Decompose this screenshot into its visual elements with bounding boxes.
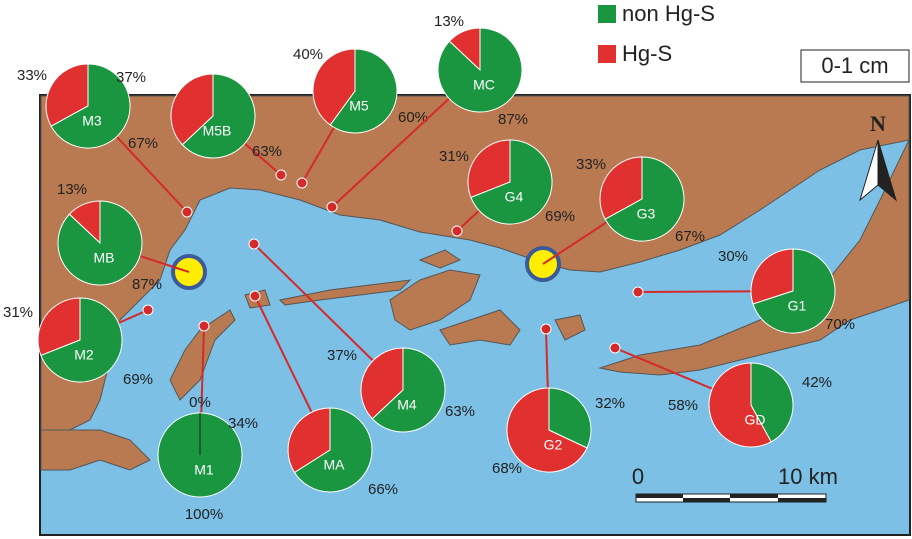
legend-swatch bbox=[598, 5, 616, 23]
station bbox=[249, 290, 261, 302]
non-hg-label: 69% bbox=[123, 371, 153, 388]
site-name: GD bbox=[745, 412, 766, 428]
site-name: MA bbox=[324, 457, 346, 473]
station bbox=[632, 286, 644, 298]
station bbox=[275, 169, 287, 181]
site-name: MC bbox=[473, 77, 495, 93]
site-name: M3 bbox=[82, 113, 102, 129]
scale-start: 0 bbox=[632, 464, 644, 489]
legend: non Hg-S Hg-S 0-1 cm bbox=[598, 1, 910, 83]
site-name: G2 bbox=[544, 437, 563, 453]
hg-label: 33% bbox=[576, 156, 606, 173]
pie-hg bbox=[37, 297, 81, 357]
pie-non-hg bbox=[604, 156, 685, 242]
scale-bar: 0 10 km bbox=[632, 464, 838, 503]
hg-label: 37% bbox=[116, 69, 146, 86]
station bbox=[198, 320, 210, 332]
station bbox=[296, 177, 308, 189]
pie-non-hg bbox=[329, 48, 398, 134]
arrow-right bbox=[877, 139, 897, 202]
depth-box bbox=[800, 49, 910, 83]
pie-non-hg bbox=[371, 347, 446, 433]
site-name: G4 bbox=[505, 189, 524, 205]
scale-seg bbox=[730, 494, 778, 498]
non-hg-label: 66% bbox=[368, 481, 398, 498]
non-hg-label: 67% bbox=[128, 135, 158, 152]
north-label: N bbox=[870, 111, 886, 136]
site-name: M2 bbox=[74, 347, 94, 363]
pie-hg bbox=[708, 362, 772, 448]
hg-label: 31% bbox=[3, 304, 33, 321]
pie-hg bbox=[312, 48, 356, 126]
hg-label: 0% bbox=[189, 394, 211, 411]
station bbox=[248, 238, 260, 250]
hg-label: 58% bbox=[668, 397, 698, 414]
pie-hg bbox=[360, 347, 404, 420]
non-hg-label: 69% bbox=[545, 208, 575, 225]
pie-non-hg bbox=[50, 63, 131, 149]
pie-non-hg bbox=[181, 73, 256, 159]
station bbox=[326, 201, 338, 213]
pie-hg bbox=[750, 248, 794, 305]
hg-label: 34% bbox=[228, 415, 258, 432]
hg-label: 13% bbox=[434, 13, 464, 30]
pie-non-hg bbox=[437, 27, 523, 113]
hg-label: 31% bbox=[439, 148, 469, 165]
pie-hg bbox=[506, 387, 588, 473]
non-hg-label: 87% bbox=[498, 111, 528, 128]
pie-hg bbox=[170, 73, 214, 146]
hg-label: 33% bbox=[17, 67, 47, 84]
pie-hg bbox=[45, 63, 89, 127]
north-arrow: N bbox=[859, 111, 897, 202]
station bbox=[451, 225, 463, 237]
hg-label: 40% bbox=[293, 46, 323, 63]
scale-end: 10 km bbox=[778, 464, 838, 489]
pie-non-hg bbox=[548, 387, 592, 449]
station bbox=[540, 323, 552, 335]
non-hg-label: 60% bbox=[398, 109, 428, 126]
non-hg-label: 63% bbox=[445, 403, 475, 420]
legend-swatch bbox=[598, 45, 616, 63]
hg-label: 30% bbox=[718, 248, 748, 265]
pie-non-hg bbox=[750, 362, 794, 443]
hg-label: 68% bbox=[492, 460, 522, 477]
pie-non-hg bbox=[57, 200, 143, 286]
legend-label: non Hg-S bbox=[622, 1, 715, 26]
hg-label: 37% bbox=[327, 347, 357, 364]
site-name: M5B bbox=[203, 123, 232, 139]
station bbox=[609, 342, 621, 354]
non-hg-label: 63% bbox=[252, 143, 282, 160]
pie-non-hg bbox=[40, 297, 123, 383]
hg-label: 13% bbox=[57, 181, 87, 198]
scale-seg bbox=[636, 494, 683, 498]
non-hg-label: 70% bbox=[825, 316, 855, 333]
site-name: M4 bbox=[397, 397, 417, 413]
pie-non-hg bbox=[752, 248, 836, 334]
legend-label: Hg-S bbox=[622, 41, 672, 66]
pie-hg bbox=[467, 139, 511, 199]
non-hg-label: 67% bbox=[675, 228, 705, 245]
scale-seg bbox=[778, 498, 826, 502]
site-name: MB bbox=[94, 250, 115, 266]
non-hg-label: 32% bbox=[595, 395, 625, 412]
non-hg-label: 87% bbox=[132, 276, 162, 293]
non-hg-label: 42% bbox=[802, 374, 832, 391]
pie-non-hg bbox=[470, 139, 553, 225]
non-hg-label: 100% bbox=[185, 506, 223, 523]
site-name: M5 bbox=[349, 98, 369, 114]
depth-label: 0-1 cm bbox=[821, 53, 888, 78]
pie-hg bbox=[599, 156, 643, 220]
site-name: G3 bbox=[637, 206, 656, 222]
scale-seg bbox=[683, 498, 730, 502]
station bbox=[142, 304, 154, 316]
site-name: G1 bbox=[788, 298, 807, 314]
site-name: M1 bbox=[194, 462, 214, 478]
pie-non-hg bbox=[293, 407, 373, 493]
station bbox=[181, 206, 193, 218]
